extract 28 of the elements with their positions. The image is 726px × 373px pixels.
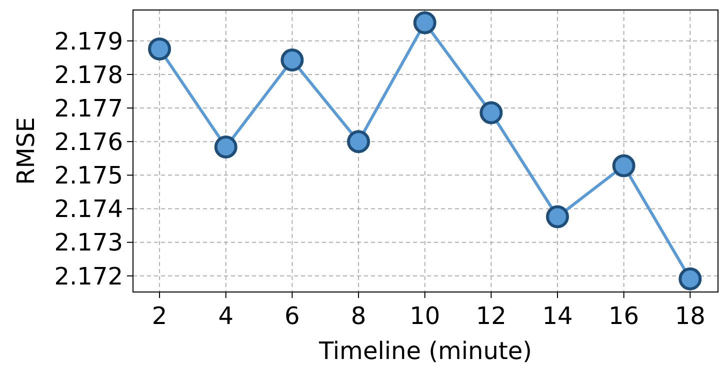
x-tick-label: 18 xyxy=(674,302,706,330)
point xyxy=(214,135,238,158)
point xyxy=(148,37,172,60)
y-tick-label: 2.172 xyxy=(54,262,123,290)
x-tick-label: 12 xyxy=(476,302,506,330)
point xyxy=(347,130,370,154)
y-tick-label: 2.179 xyxy=(54,27,123,56)
x-tick-label: 10 xyxy=(410,302,440,330)
point xyxy=(612,154,636,178)
x-tick-label: 16 xyxy=(608,302,640,330)
point xyxy=(546,205,569,228)
point xyxy=(280,48,304,72)
x-axis-title: Timeline (minute) xyxy=(318,337,532,365)
y-tick-label: 2.176 xyxy=(54,128,123,156)
y-tick-label: 2.174 xyxy=(54,195,123,224)
y-tick-label: 2.177 xyxy=(54,94,123,122)
y-axis-title: RMSE xyxy=(12,117,40,185)
point xyxy=(413,11,436,34)
x-tick-label: 4 xyxy=(218,302,234,330)
y-tick-label: 2.173 xyxy=(54,228,123,257)
point xyxy=(480,101,503,124)
y-tick-label: 2.178 xyxy=(54,60,123,89)
point xyxy=(678,267,702,290)
x-tick-label: 6 xyxy=(284,302,300,330)
x-tick-label: 2 xyxy=(152,302,168,330)
y-tick-label: 2.175 xyxy=(54,162,123,190)
x-tick-label: 14 xyxy=(542,302,573,330)
x-tick-label: 8 xyxy=(350,302,366,330)
